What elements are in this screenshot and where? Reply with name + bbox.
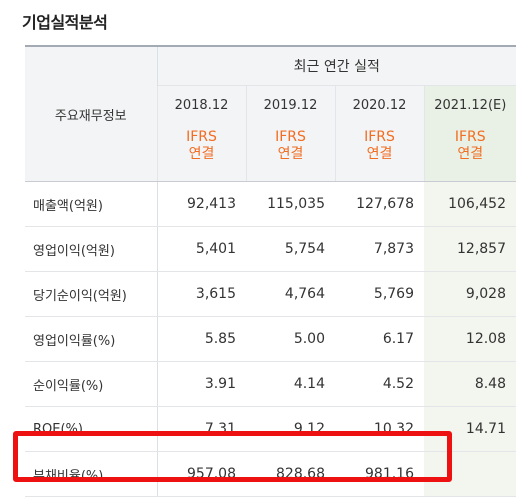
value-cell-estimate: 12.08 bbox=[424, 316, 516, 362]
value-cell: 7,873 bbox=[335, 226, 424, 272]
value-cell-estimate: 9,028 bbox=[424, 271, 516, 317]
table-row: 당기순이익(억원) 3,615 4,764 5,769 9,028 bbox=[25, 271, 516, 317]
period-header-estimate: 2021.12(E) bbox=[423, 85, 516, 124]
ifrs-basis-label[interactable]: IFRS 연결 bbox=[245, 124, 335, 182]
value-cell: 3.91 bbox=[157, 361, 246, 407]
value-cell: 4.14 bbox=[246, 361, 335, 407]
value-cell-estimate: 8.48 bbox=[424, 361, 516, 407]
row-label: 매출액(억원) bbox=[25, 181, 158, 227]
value-cell-estimate: 12,857 bbox=[424, 226, 516, 272]
financial-summary-table: 주요재무정보 최근 연간 실적 2018.12 2019.12 2020.12 … bbox=[25, 45, 516, 497]
debt-ratio-highlight-box bbox=[13, 431, 452, 482]
ifrs-basis-label[interactable]: IFRS 연결 bbox=[334, 124, 424, 182]
section-title: 기업실적분석 bbox=[22, 13, 108, 32]
ifrs-basis-label[interactable]: IFRS 연결 bbox=[156, 124, 246, 182]
value-cell: 5.85 bbox=[157, 316, 246, 362]
value-cell: 92,413 bbox=[157, 181, 246, 227]
row-label: 당기순이익(억원) bbox=[25, 271, 158, 317]
period-header: 2018.12 bbox=[156, 85, 246, 124]
value-cell: 5.00 bbox=[246, 316, 335, 362]
value-cell: 127,678 bbox=[335, 181, 424, 227]
value-cell: 5,754 bbox=[246, 226, 335, 272]
value-cell: 9.12 bbox=[246, 406, 335, 452]
value-cell: 5,769 bbox=[335, 271, 424, 317]
value-cell: 4.52 bbox=[335, 361, 424, 407]
row-label: 영업이익(억원) bbox=[25, 226, 158, 272]
table-row: 영업이익률(%) 5.85 5.00 6.17 12.08 bbox=[25, 316, 516, 362]
value-cell: 5,401 bbox=[157, 226, 246, 272]
row-label: 영업이익률(%) bbox=[25, 316, 158, 362]
period-header: 2019.12 bbox=[245, 85, 335, 124]
value-cell: 115,035 bbox=[246, 181, 335, 227]
table-row: 순이익률(%) 3.91 4.14 4.52 8.48 bbox=[25, 361, 516, 407]
row-header-label: 주요재무정보 bbox=[25, 45, 157, 182]
period-header: 2020.12 bbox=[334, 85, 424, 124]
row-label: 순이익률(%) bbox=[25, 361, 158, 407]
table-row: 매출액(억원) 92,413 115,035 127,678 106,452 bbox=[25, 181, 516, 227]
value-cell: 4,764 bbox=[246, 271, 335, 317]
table-row: 영업이익(억원) 5,401 5,754 7,873 12,857 bbox=[25, 226, 516, 272]
value-cell-estimate: 106,452 bbox=[424, 181, 516, 227]
ifrs-basis-label[interactable]: IFRS 연결 bbox=[423, 124, 516, 182]
value-cell: 3,615 bbox=[157, 271, 246, 317]
group-header: 최근 연간 실적 bbox=[156, 45, 516, 86]
value-cell-estimate: 14.71 bbox=[424, 406, 516, 452]
value-cell: 6.17 bbox=[335, 316, 424, 362]
